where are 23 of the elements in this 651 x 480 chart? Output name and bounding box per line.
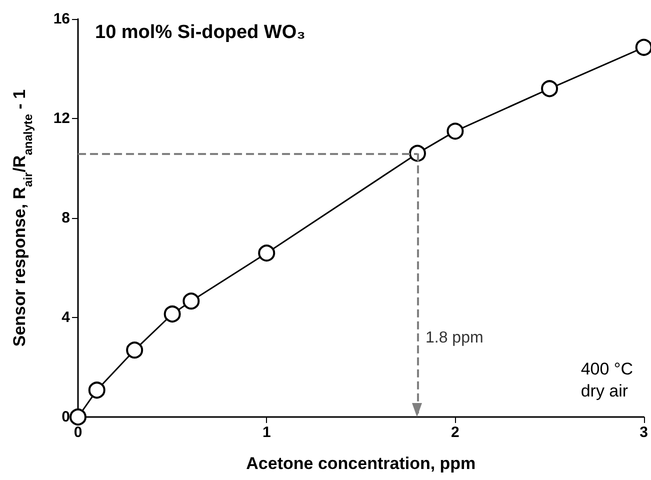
x-tick-label: 3: [640, 424, 648, 441]
y-tick-label: 16: [53, 10, 70, 28]
ref-line-label: 1.8 ppm: [425, 329, 484, 346]
x-axis-title: Acetone concentration, ppm: [246, 454, 476, 473]
point: [164, 306, 181, 323]
y-tick-label: 4: [62, 309, 71, 326]
point: [126, 342, 144, 359]
y-tick-label: 0: [62, 408, 70, 426]
x-tick-label: 1: [262, 424, 271, 441]
annotation: 400 °C dry air: [580, 360, 634, 400]
point: [635, 38, 651, 56]
point: [88, 382, 106, 399]
x-tick-label: 2: [451, 424, 460, 441]
y-tick-label: 12: [53, 110, 70, 127]
point: [70, 408, 86, 426]
point: [541, 80, 558, 98]
chart-title: 10 mol% Si-doped WO₃: [95, 22, 306, 43]
y-tick-label: 8: [62, 210, 70, 226]
point: [446, 122, 464, 140]
point: [182, 292, 200, 310]
x-tick-label: 0: [74, 424, 82, 441]
y-axis-title: Sensor response, Rair/Ranalyte - 1: [10, 89, 35, 347]
point: [258, 244, 276, 262]
